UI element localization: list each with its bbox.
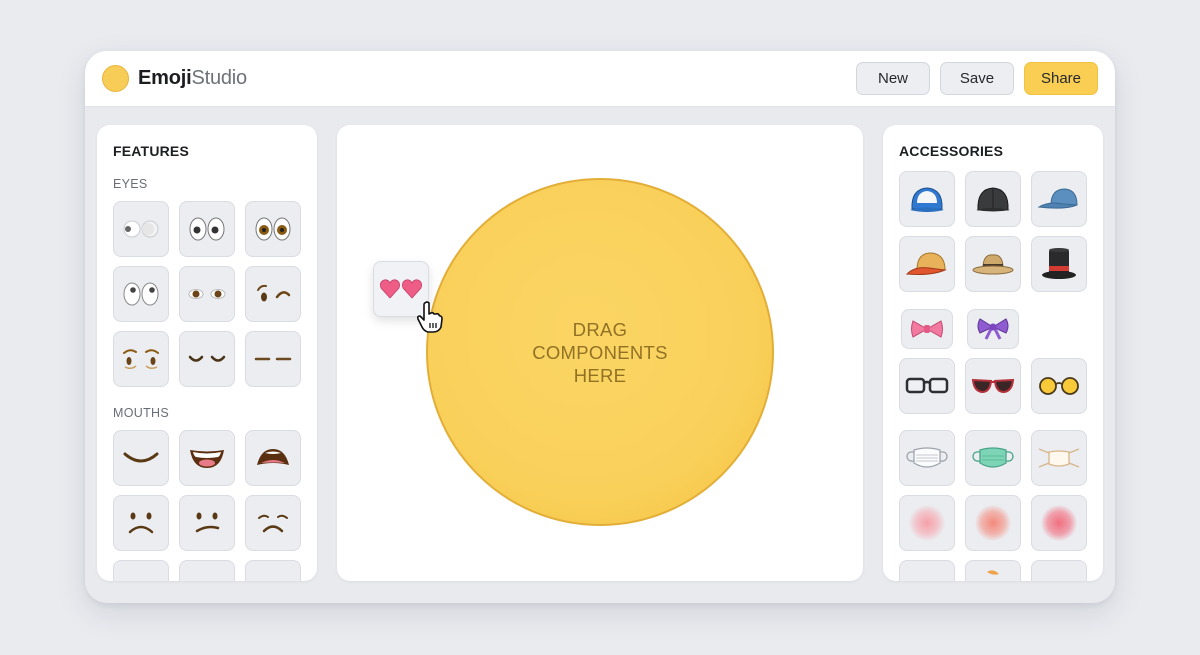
eyes-flat-lines-tile[interactable]	[245, 331, 301, 387]
glasses-round-gold-icon	[1039, 377, 1079, 395]
eyes-grid	[113, 201, 301, 387]
blush-pink-tile[interactable]	[899, 495, 955, 551]
cap-black-icon	[976, 187, 1010, 212]
eyes-rolling-left-tile[interactable]	[113, 201, 169, 257]
mouth-partial-3-tile[interactable]	[245, 560, 301, 581]
app-header: EmojiStudio New Save Share	[85, 51, 1115, 107]
mouth-smile-icon	[123, 452, 159, 463]
eyes-raised-brows-tile[interactable]	[113, 331, 169, 387]
top-hat-tile[interactable]	[1031, 236, 1087, 292]
mouth-smile-tile[interactable]	[113, 430, 169, 486]
eyes-wink-icon	[257, 284, 291, 302]
mouth-partial-1-tile[interactable]	[113, 560, 169, 581]
hats-grid	[899, 171, 1087, 292]
mask-beige-icon	[1038, 448, 1080, 468]
mask-green-tile[interactable]	[965, 430, 1021, 486]
blush-coral-icon	[975, 505, 1011, 541]
accessory-partial-3-tile[interactable]	[1031, 560, 1087, 581]
heart-eyes-icon	[380, 279, 422, 299]
eyes-rolling-icon	[123, 220, 159, 238]
save-button[interactable]: Save	[940, 62, 1014, 95]
accessory-partial-2-tile[interactable]	[965, 560, 1021, 581]
mouth-confused-tile[interactable]	[179, 495, 235, 551]
eyewear-masks-grid	[899, 358, 1087, 581]
glasses-black-tile[interactable]	[899, 358, 955, 414]
accessory-partial-1-tile[interactable]	[899, 560, 955, 581]
eyes-closed-happy-tile[interactable]	[179, 331, 235, 387]
face-drop-zone[interactable]: DRAG COMPONENTS HERE	[426, 178, 774, 526]
app-window: EmojiStudio New Save Share FEATURES EYES	[85, 51, 1115, 603]
cap-black-tile[interactable]	[965, 171, 1021, 227]
top-hat-icon	[1042, 248, 1076, 279]
blush-red-tile[interactable]	[1031, 495, 1087, 551]
hand-cursor-icon	[417, 301, 443, 333]
eyes-small-brown-tile[interactable]	[179, 266, 235, 322]
mask-beige-tile[interactable]	[1031, 430, 1087, 486]
mouth-confused-icon	[195, 512, 220, 533]
cap-orange-icon	[905, 252, 947, 275]
brand-emoji: Emoji	[138, 67, 192, 89]
cap-orange-tile[interactable]	[899, 236, 955, 292]
eyes-looking-up-tile[interactable]	[113, 266, 169, 322]
mouth-big-grin-icon	[190, 450, 224, 468]
accessories-title: ACCESSORIES	[899, 143, 1004, 159]
mask-white-tile[interactable]	[899, 430, 955, 486]
mouth-open-shout-icon	[257, 449, 289, 465]
mouth-big-grin-tile[interactable]	[179, 430, 235, 486]
mouth-frown-icon	[128, 512, 154, 534]
cap-blue-white-icon	[910, 187, 944, 212]
fedora-tan-tile[interactable]	[965, 236, 1021, 292]
mask-white-icon	[906, 447, 948, 468]
header-actions: New Save Share	[856, 62, 1098, 95]
mouths-section-label: MOUTHS	[113, 406, 169, 420]
mouth-worried-tile[interactable]	[245, 495, 301, 551]
glasses-black-icon	[905, 377, 949, 394]
eyes-wink-tile[interactable]	[245, 266, 301, 322]
mouth-partial-2-tile[interactable]	[179, 560, 235, 581]
app-title: EmojiStudio	[138, 67, 247, 90]
bow-pink-tile[interactable]	[901, 309, 953, 349]
eyes-round-dark-icon	[189, 217, 225, 241]
mouth-frown-tile[interactable]	[113, 495, 169, 551]
mouths-grid	[113, 430, 301, 581]
eyes-flat-lines-icon	[254, 357, 292, 361]
logo-icon	[102, 65, 129, 92]
canvas-panel[interactable]: DRAG COMPONENTS HERE	[337, 125, 863, 581]
eyes-round-brown-icon	[255, 217, 291, 241]
blush-coral-tile[interactable]	[965, 495, 1021, 551]
bow-purple-icon	[977, 318, 1009, 340]
cap-blue-white-tile[interactable]	[899, 171, 955, 227]
features-title: FEATURES	[113, 143, 190, 159]
eyes-small-brown-icon	[188, 289, 226, 299]
features-panel: FEATURES EYES	[97, 125, 317, 581]
bow-pink-icon	[911, 320, 943, 338]
cap-light-blue-tile[interactable]	[1031, 171, 1087, 227]
sunglasses-red-icon	[971, 378, 1015, 394]
sunglasses-red-tile[interactable]	[965, 358, 1021, 414]
share-button[interactable]: Share	[1024, 62, 1098, 95]
fedora-tan-icon	[972, 254, 1014, 275]
eyes-round-dark-tile[interactable]	[179, 201, 235, 257]
accessories-panel: ACCESSORIES	[883, 125, 1103, 581]
brand-studio: Studio	[191, 67, 247, 89]
bows-grid	[899, 302, 1087, 349]
new-button[interactable]: New	[856, 62, 930, 95]
mask-green-icon	[972, 447, 1014, 468]
mouth-open-shout-tile[interactable]	[245, 430, 301, 486]
cap-light-blue-icon	[1037, 188, 1078, 209]
eyes-closed-happy-icon	[188, 355, 226, 362]
drop-zone-text: DRAG COMPONENTS HERE	[532, 318, 668, 386]
blush-pink-icon	[909, 505, 945, 541]
bow-purple-tile[interactable]	[967, 309, 1019, 349]
eyes-looking-up-icon	[123, 282, 159, 306]
eyes-round-brown-tile[interactable]	[245, 201, 301, 257]
eyes-raised-brows-icon	[123, 349, 159, 370]
blush-red-icon	[1041, 505, 1077, 541]
eyes-section-label: EYES	[113, 177, 148, 191]
mouth-worried-icon	[258, 514, 288, 533]
partial-icon	[987, 570, 999, 575]
glasses-round-gold-tile[interactable]	[1031, 358, 1087, 414]
dragging-heart-eyes-tile[interactable]	[373, 261, 429, 317]
